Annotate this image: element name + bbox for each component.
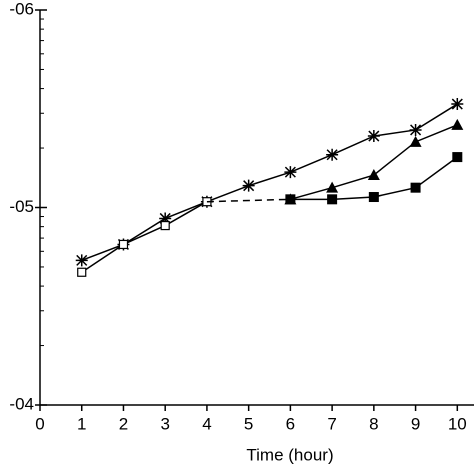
y-tick-label: -04	[9, 394, 34, 413]
marker	[326, 181, 339, 193]
marker	[327, 194, 338, 205]
marker	[75, 254, 88, 267]
series-line	[206, 198, 291, 203]
marker	[159, 212, 172, 225]
marker	[367, 130, 380, 143]
series-line	[81, 103, 458, 262]
marker	[409, 123, 422, 136]
series-line	[81, 201, 208, 273]
marker	[368, 192, 379, 203]
x-tick-label: 2	[119, 414, 128, 433]
marker	[77, 267, 87, 277]
marker	[451, 118, 464, 130]
y-tick-label: -05	[9, 197, 34, 216]
marker	[285, 194, 296, 205]
x-tick-label: 10	[448, 414, 467, 433]
x-tick-label: 7	[327, 414, 336, 433]
marker	[452, 152, 463, 163]
y-tick-label: -06	[9, 0, 34, 18]
x-axis-label: Time (hour)	[246, 445, 333, 464]
x-tick-label: 8	[369, 414, 378, 433]
marker	[242, 179, 255, 192]
marker	[284, 166, 297, 179]
marker	[451, 98, 464, 111]
marker	[326, 148, 339, 161]
x-tick-label: 1	[77, 414, 86, 433]
x-tick-label: 0	[35, 414, 44, 433]
x-tick-label: 5	[244, 414, 253, 433]
x-tick-label: 9	[411, 414, 420, 433]
marker	[367, 169, 380, 181]
x-tick-label: 3	[160, 414, 169, 433]
x-tick-label: 6	[286, 414, 295, 433]
marker	[410, 182, 421, 193]
marker	[118, 239, 129, 250]
x-tick-label: 4	[202, 414, 211, 433]
marker	[409, 135, 422, 147]
marker	[160, 220, 170, 231]
